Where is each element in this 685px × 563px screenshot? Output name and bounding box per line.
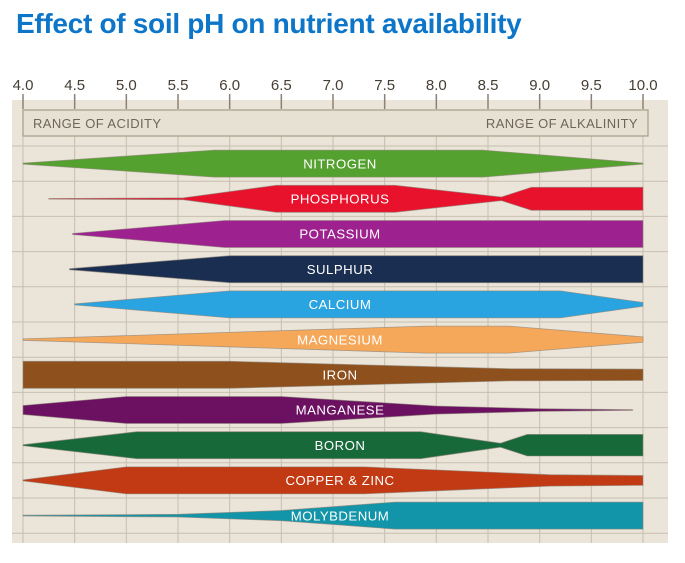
- nutrient-band-molybdenum: [22, 501, 644, 530]
- nutrient-band-label: POTASSIUM: [299, 227, 380, 242]
- nutrient-band-label: COPPER & ZINC: [285, 473, 394, 488]
- nutrient-band-manganese: [22, 396, 634, 424]
- nutrient-band-potassium: [72, 220, 644, 248]
- x-axis-tick-label: 10.0: [628, 77, 657, 94]
- x-axis-tick-label: 7.5: [374, 77, 395, 94]
- x-axis-tick-label: 5.5: [168, 77, 189, 94]
- x-axis-tick-label: 6.0: [219, 77, 240, 94]
- x-axis-tick-label: 4.0: [13, 77, 34, 94]
- nutrient-band-label: CALCIUM: [309, 297, 372, 312]
- nutrient-band-magnesium: [22, 325, 644, 354]
- x-axis-tick-label: 5.0: [116, 77, 137, 94]
- page-title: Effect of soil pH on nutrient availabili…: [16, 8, 522, 39]
- nutrient-band-calcium: [74, 290, 644, 319]
- nutrient-band-sulphur: [69, 255, 644, 284]
- nutrient-band-iron: [22, 360, 644, 389]
- x-axis-tick-label: 8.5: [478, 77, 499, 94]
- nutrient-band-copper-zinc: [22, 466, 644, 495]
- nutrient-band-phosphorus: [48, 184, 644, 213]
- x-axis-tick-label: 6.5: [271, 77, 292, 94]
- x-axis-tick-label: 9.0: [529, 77, 550, 94]
- nutrient-band-nitrogen: [22, 149, 644, 178]
- nutrient-band-label: PHOSPHORUS: [291, 192, 390, 207]
- x-axis-tick-label: 8.0: [426, 77, 447, 94]
- nutrient-band-label: MANGANESE: [296, 403, 385, 418]
- nutrient-band-label: BORON: [315, 438, 366, 453]
- x-axis-tick-label: 7.0: [323, 77, 344, 94]
- nutrient-band-label: MAGNESIUM: [297, 332, 383, 347]
- nutrient-band-label: IRON: [323, 368, 358, 383]
- nutrient-band-boron: [22, 431, 644, 460]
- range-of-acidity-label: RANGE OF ACIDITY: [33, 116, 161, 131]
- x-axis-tick-label: 9.5: [581, 77, 602, 94]
- nutrient-band-label: NITROGEN: [303, 156, 377, 171]
- nutrient-band-label: SULPHUR: [307, 262, 374, 277]
- nutrient-band-label: MOLYBDENUM: [291, 508, 390, 523]
- x-axis-tick-label: 4.5: [64, 77, 85, 94]
- range-header-band: [22, 109, 649, 137]
- range-of-alkalinity-label: RANGE OF ALKALINITY: [486, 116, 638, 131]
